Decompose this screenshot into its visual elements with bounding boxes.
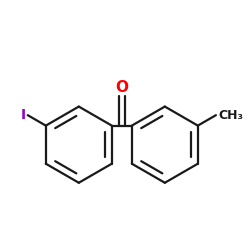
- Text: I: I: [21, 108, 26, 122]
- Text: O: O: [115, 80, 128, 95]
- Text: CH₃: CH₃: [218, 109, 243, 122]
